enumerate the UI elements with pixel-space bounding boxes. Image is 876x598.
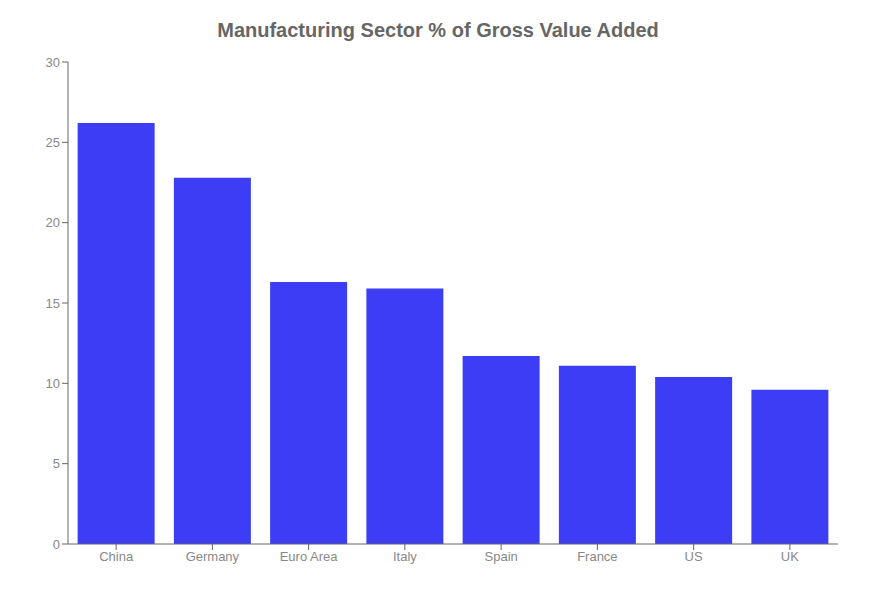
svg-text:15: 15 bbox=[46, 296, 60, 311]
svg-text:0: 0 bbox=[53, 537, 60, 552]
svg-text:10: 10 bbox=[46, 376, 60, 391]
svg-text:France: France bbox=[577, 549, 617, 564]
html-text:Manufacturing Sector % of Gros: Manufacturing Sector % of Gross Value Ad… bbox=[217, 19, 659, 41]
svg-text:25: 25 bbox=[46, 135, 60, 150]
svg-text:Germany: Germany bbox=[186, 549, 240, 564]
svg-text:China: China bbox=[99, 549, 134, 564]
svg-text:UK: UK bbox=[781, 549, 799, 564]
svg-text:Spain: Spain bbox=[485, 549, 518, 564]
svg-text:5: 5 bbox=[53, 456, 60, 471]
svg-text:Italy: Italy bbox=[393, 549, 417, 564]
svg-text:20: 20 bbox=[46, 215, 60, 230]
svg-text:US: US bbox=[685, 549, 703, 564]
svg-text:Euro Area: Euro Area bbox=[280, 549, 339, 564]
svg-text:30: 30 bbox=[46, 55, 60, 70]
